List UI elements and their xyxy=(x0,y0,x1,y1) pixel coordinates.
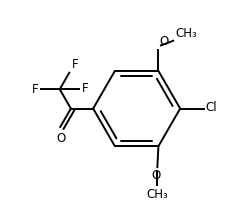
Text: O: O xyxy=(57,132,66,145)
Text: F: F xyxy=(72,58,79,71)
Text: O: O xyxy=(159,35,169,48)
Text: CH₃: CH₃ xyxy=(175,27,197,40)
Text: F: F xyxy=(31,83,38,96)
Text: Cl: Cl xyxy=(205,101,217,114)
Text: CH₃: CH₃ xyxy=(147,188,168,201)
Text: F: F xyxy=(81,82,88,95)
Text: O: O xyxy=(152,169,161,182)
